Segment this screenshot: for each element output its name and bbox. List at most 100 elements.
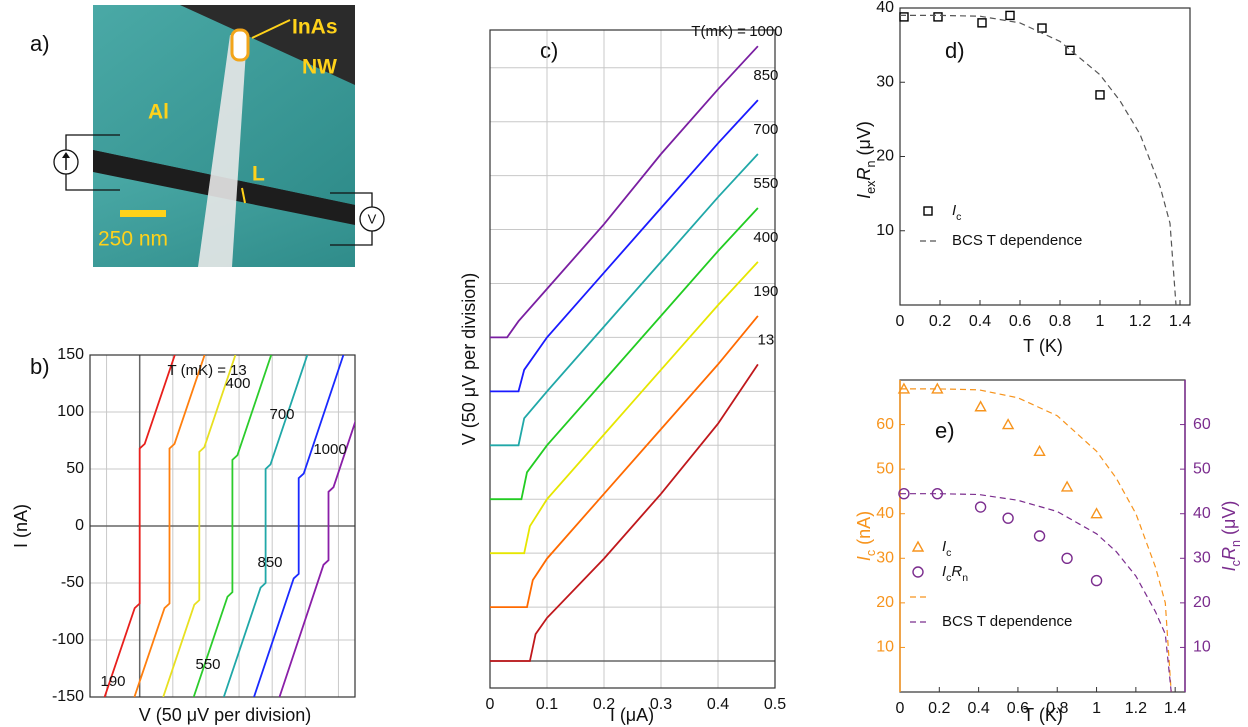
plot-area — [490, 30, 775, 688]
marker — [1002, 512, 1014, 524]
marker — [1090, 574, 1103, 587]
voltmeter — [359, 206, 385, 232]
x-tick-label: 1.4 — [1164, 700, 1186, 717]
marker — [977, 18, 987, 28]
series-line — [133, 355, 206, 697]
panel-label: a) — [30, 31, 50, 56]
y2-axis-label-part: R — [1219, 547, 1239, 560]
y2-tick-label: 20 — [1193, 594, 1211, 611]
y2-axis-label-part: (μV) — [1219, 501, 1239, 540]
marker — [1005, 10, 1015, 21]
curve-label: 190 — [753, 283, 778, 300]
x-tick-label: 1.2 — [1125, 700, 1147, 717]
series-line — [192, 355, 273, 697]
marker — [1033, 530, 1046, 542]
legend-marker — [923, 206, 933, 216]
marker — [1001, 418, 1015, 430]
marker — [1037, 23, 1047, 33]
x-tick-label: 0.8 — [1046, 700, 1068, 717]
y-tick-label: 30 — [876, 550, 894, 567]
curve-label: 190 — [100, 673, 125, 690]
x-tick-label: 1 — [1096, 313, 1105, 330]
marker — [1033, 444, 1046, 457]
label-nw: NW — [302, 56, 337, 79]
y-axis-label: V (50 μV per division) — [459, 273, 479, 445]
x-tick-label: 0 — [896, 700, 905, 717]
x-axis-label: V (50 μV per division) — [139, 705, 311, 725]
legend-label: BCS T dependence — [942, 613, 1072, 630]
y-tick-label: 50 — [876, 460, 894, 477]
x-tick-label: 0.6 — [1009, 313, 1031, 330]
series-line — [278, 419, 355, 697]
marker — [974, 501, 987, 513]
legend-label: BCS T dependence — [952, 232, 1082, 249]
marker — [1060, 480, 1074, 492]
series-line — [253, 355, 345, 697]
x-axis-label: I (μA) — [610, 705, 654, 725]
marker — [898, 487, 910, 500]
legend-label-part: c — [946, 547, 951, 559]
label-inas: InAs — [292, 16, 338, 39]
y2-tick-label: 10 — [1193, 639, 1211, 656]
x-tick-label: 0.6 — [1007, 700, 1029, 717]
y2-tick-label: 40 — [1193, 505, 1211, 522]
x-tick-label: 0 — [896, 313, 905, 330]
marker — [1090, 507, 1103, 519]
curve-label: 700 — [753, 121, 778, 138]
plot-area — [900, 8, 1190, 305]
series-line — [162, 355, 237, 697]
legend-label-part: c — [956, 211, 961, 223]
curve-label: 550 — [753, 175, 778, 192]
series-line — [490, 153, 759, 447]
legend-label-part: n — [962, 572, 968, 584]
y-axis-label-part: n — [864, 161, 878, 168]
label-l: L — [252, 163, 265, 186]
y-axis-label: Ic (nA) — [854, 511, 879, 561]
curve-label: 850 — [753, 67, 778, 84]
x-tick-label: 0.4 — [707, 696, 729, 713]
annotation: T(mK) = — [691, 23, 746, 40]
marker — [974, 400, 987, 412]
gap-arrow — [241, 187, 246, 204]
y-tick-label: 100 — [57, 403, 84, 420]
scale-bar — [120, 210, 166, 217]
x-tick-label: 0.8 — [1049, 313, 1071, 330]
x-axis-label: T (K) — [1023, 336, 1063, 356]
plot-frame — [899, 7, 1191, 306]
y-axis-label-part: I — [854, 194, 874, 199]
legend-label: IcRn — [942, 563, 968, 584]
y-axis-label-part: ex — [864, 180, 878, 194]
nanowire — [198, 35, 247, 267]
y-axis-label-part: R — [854, 168, 874, 181]
y-tick-label: 50 — [66, 460, 84, 477]
curve-label: 400 — [225, 375, 250, 392]
series-line — [222, 355, 309, 697]
panel-label: b) — [30, 354, 50, 379]
x-tick-label: 1 — [1092, 700, 1101, 717]
arrow — [251, 19, 291, 39]
x-tick-label: 0.3 — [650, 696, 672, 713]
y2-tick-label: 30 — [1193, 550, 1211, 567]
x-tick-label: 0.5 — [764, 696, 786, 713]
curve-label: 850 — [257, 554, 282, 571]
y-tick-label: -100 — [52, 631, 84, 648]
series-line — [490, 315, 759, 608]
curve-label: 1000 — [313, 441, 346, 458]
legend-label-part: R — [951, 563, 962, 580]
series-line — [900, 388, 1172, 692]
nanowire-tip — [230, 28, 250, 62]
marker — [1095, 90, 1105, 100]
panel-label: c) — [540, 38, 558, 63]
curve-label: 700 — [269, 406, 294, 423]
series-line — [490, 207, 759, 501]
y2-axis-label-part: c — [1229, 560, 1243, 566]
marker — [899, 12, 909, 22]
y-axis-label: I (nA) — [11, 504, 31, 548]
plot-frame — [89, 354, 356, 698]
y-tick-label: 10 — [876, 639, 894, 656]
legend-label: Ic — [942, 538, 951, 559]
legend-label: Ic — [952, 202, 961, 223]
x-tick-label: 0.2 — [928, 700, 950, 717]
x-tick-label: 0.4 — [969, 313, 991, 330]
